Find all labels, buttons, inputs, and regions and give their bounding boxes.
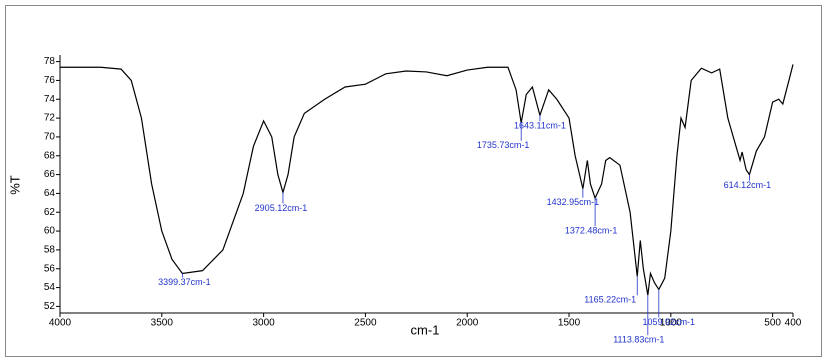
x-tick-label: 3000: [252, 318, 275, 329]
x-tick-label: 4000: [49, 318, 72, 329]
spectrum-line: [60, 64, 794, 296]
peak-label: 1059.92cm-1: [643, 317, 696, 327]
peak-label: 1165.22cm-1: [584, 295, 636, 305]
y-tick-label: 76: [44, 75, 56, 86]
y-tick-label: 64: [44, 188, 56, 199]
peak-label: 1372.48cm-1: [565, 225, 618, 235]
y-tick-label: 70: [44, 132, 56, 143]
y-tick-label: 72: [44, 113, 56, 124]
y-tick-label: 68: [44, 150, 56, 161]
y-tick-label: 56: [44, 263, 56, 274]
peak-label: 3399.37cm-1: [158, 277, 211, 287]
x-tick-label: 3500: [151, 318, 174, 329]
x-tick-label: 2500: [354, 318, 377, 329]
peak-label: 1432.95cm-1: [547, 197, 600, 207]
y-axis-title: %T: [7, 175, 22, 195]
y-tick-label: 66: [44, 169, 56, 180]
x-tick-label: 2000: [456, 318, 479, 329]
frame: [5, 5, 822, 357]
y-tick-label: 54: [44, 282, 56, 293]
y-tick-label: 60: [44, 226, 56, 237]
y-tick-label: 52: [44, 301, 56, 312]
y-tick-label: 58: [44, 245, 56, 256]
peak-label: 614.12cm-1: [724, 180, 772, 190]
y-tick-label: 78: [44, 56, 56, 67]
y-tick-label: 74: [44, 94, 56, 105]
x-axis-title: cm-1: [411, 322, 440, 337]
peak-label: 1643.11cm-1: [514, 121, 566, 131]
peak-label: 2905.12cm-1: [255, 203, 308, 213]
x-tick-label: 500: [764, 318, 781, 329]
x-tick-label: 1500: [558, 318, 581, 329]
x-tick-label: 400: [785, 318, 802, 329]
x-tick-label: 1000: [660, 318, 683, 329]
y-tick-label: 62: [44, 207, 56, 218]
peak-label: 1735.73cm-1: [477, 140, 530, 150]
peak-label: 1113.83cm-1: [613, 334, 664, 344]
